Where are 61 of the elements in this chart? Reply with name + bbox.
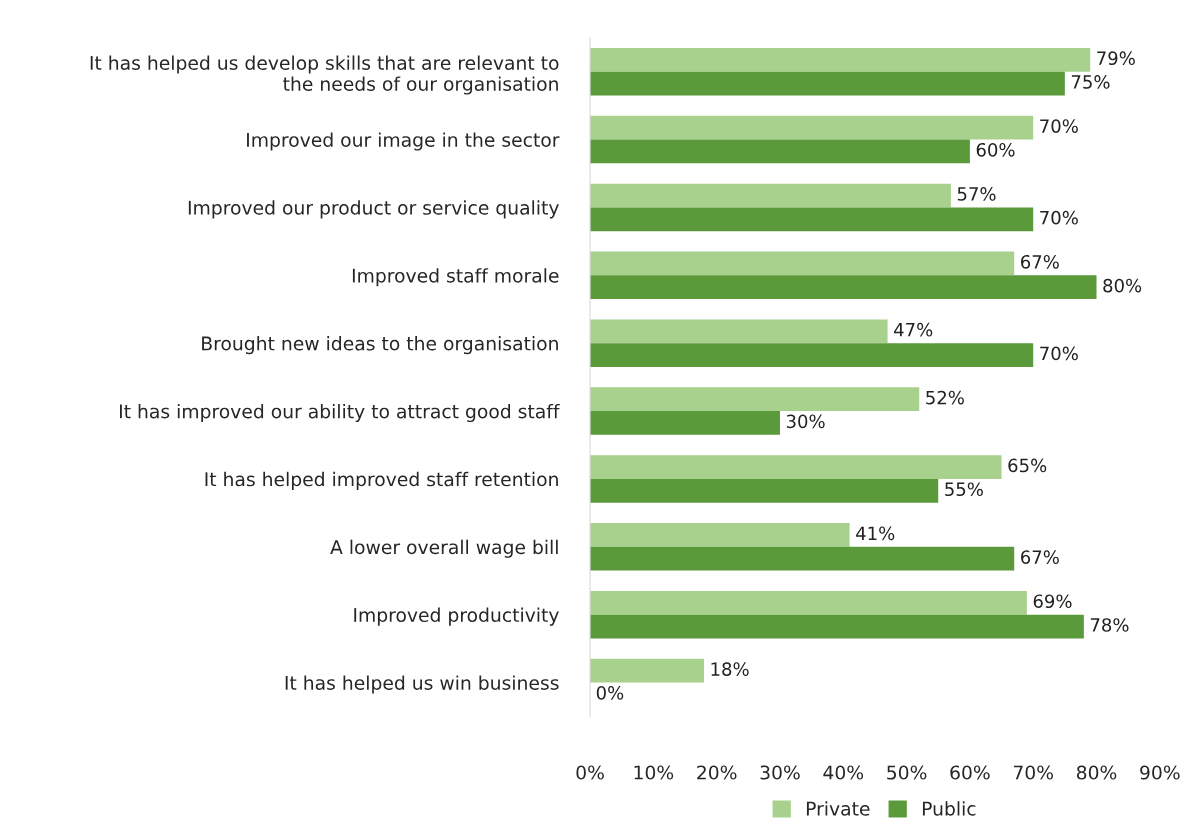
x-tick-label: 40% xyxy=(823,765,864,780)
data-label: 18% xyxy=(711,662,749,676)
data-label: 65% xyxy=(1008,458,1047,473)
bar xyxy=(590,455,1002,479)
bar xyxy=(590,387,920,412)
data-label: 75% xyxy=(1071,75,1110,89)
x-tick-label: 90% xyxy=(1140,765,1180,780)
bar xyxy=(590,590,1027,615)
bar xyxy=(590,139,970,164)
bar xyxy=(590,183,951,208)
y-tick-label: It has helped us win business xyxy=(285,675,559,694)
y-tick-label: Improved staff morale xyxy=(352,268,559,287)
bar xyxy=(590,47,1091,72)
x-tick-label: 10% xyxy=(634,765,674,780)
x-tick-label: 70% xyxy=(1013,765,1053,780)
data-label: 55% xyxy=(945,482,983,497)
x-tick-label: 80% xyxy=(1076,765,1117,780)
x-tick-label: 60% xyxy=(950,765,990,780)
bar xyxy=(590,251,1015,276)
data-label: 67% xyxy=(1021,550,1059,564)
bar xyxy=(590,115,1034,140)
bar xyxy=(590,658,704,683)
y-tick-label: It has helped improved staff retention xyxy=(205,471,558,490)
data-label: 70% xyxy=(1040,210,1078,225)
bar xyxy=(590,343,1034,367)
x-tick-label: 50% xyxy=(887,765,927,780)
y-tick-label: Improved our image in the sector xyxy=(247,132,560,151)
legend-label: Private xyxy=(806,801,870,816)
data-label: 47% xyxy=(894,322,933,337)
bar xyxy=(590,71,1065,96)
bar xyxy=(590,478,939,503)
y-tick-label: Brought new ideas to the organisation xyxy=(202,336,558,355)
data-label: 79% xyxy=(1097,51,1135,66)
data-label: 57% xyxy=(957,187,996,201)
y-tick-label: It has improved our ability to attract good staff xyxy=(119,403,560,423)
bar xyxy=(590,523,850,547)
bar xyxy=(590,411,780,435)
bar xyxy=(590,275,1097,300)
data-label: 69% xyxy=(1033,594,1072,609)
x-tick-label: 0% xyxy=(576,765,604,780)
y-tick-label: A lower overall wage bill xyxy=(330,539,558,558)
data-label: 78% xyxy=(1090,618,1129,632)
bar xyxy=(590,319,888,344)
data-label: 52% xyxy=(926,390,964,405)
x-tick-label: 30% xyxy=(760,765,800,780)
bar xyxy=(590,614,1084,639)
bar xyxy=(590,546,1015,571)
y-tick-label: Improved our product or service quality xyxy=(188,200,559,219)
legend-label: Public xyxy=(922,801,976,816)
data-label: 70% xyxy=(1040,119,1078,133)
data-label: 30% xyxy=(786,414,825,429)
data-label: 0% xyxy=(596,686,624,700)
data-label: 67% xyxy=(1021,254,1059,269)
x-tick-label: 20% xyxy=(697,765,737,780)
y-tick-label: Improved productivity xyxy=(354,607,559,626)
bar xyxy=(590,207,1034,232)
data-label: 80% xyxy=(1103,278,1142,293)
y-tick-label: It has helped us develop skills that are relevant to the needs of our organisation xyxy=(90,55,559,95)
data-label: 60% xyxy=(976,142,1015,157)
data-label: 41% xyxy=(856,526,895,541)
data-label: 70% xyxy=(1040,346,1078,361)
